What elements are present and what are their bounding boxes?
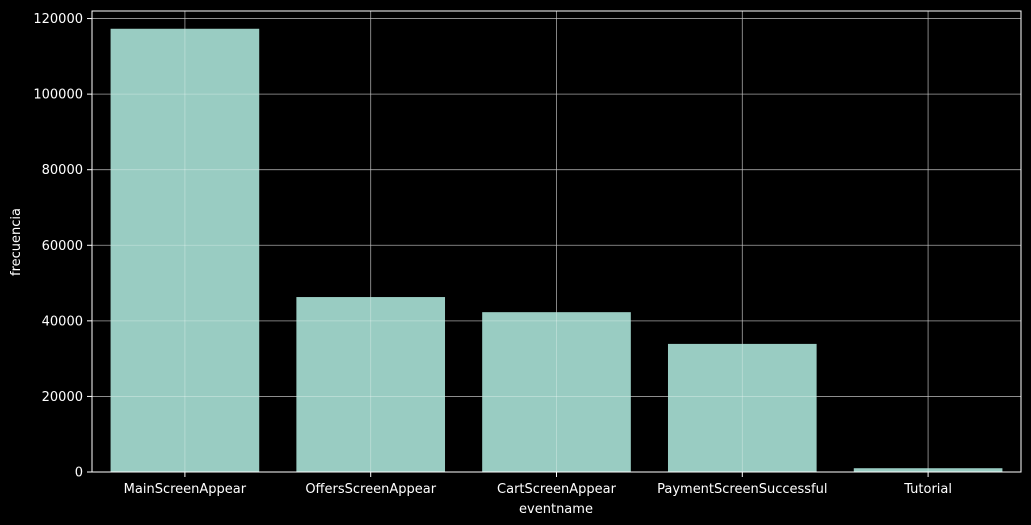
bar bbox=[110, 28, 260, 473]
y-tick-label: 60000 bbox=[42, 239, 83, 254]
y-tick-label: 20000 bbox=[42, 390, 83, 405]
x-tick-label: Tutorial bbox=[903, 482, 952, 497]
y-tick-label: 40000 bbox=[42, 314, 83, 329]
y-tick-label: 120000 bbox=[33, 12, 83, 27]
y-tick-label: 80000 bbox=[42, 163, 83, 178]
x-tick-label: OffersScreenAppear bbox=[305, 482, 436, 497]
bars bbox=[110, 28, 1003, 473]
x-tick-label: CartScreenAppear bbox=[497, 482, 617, 497]
bar bbox=[667, 343, 817, 472]
x-tick-label: PaymentScreenSuccessful bbox=[657, 482, 827, 497]
grid-lines-over-bars bbox=[92, 11, 1021, 473]
x-axis-title: eventname bbox=[519, 502, 593, 517]
bar bbox=[296, 297, 446, 472]
y-tick-label: 100000 bbox=[33, 88, 83, 103]
y-tick-label: 0 bbox=[75, 466, 83, 481]
y-axis-title: frecuencia bbox=[9, 208, 24, 276]
bar bbox=[853, 468, 1003, 472]
x-tick-label: MainScreenAppear bbox=[124, 482, 247, 497]
bar bbox=[482, 312, 631, 472]
x-axis-ticks: MainScreenAppear OffersScreenAppear CartSc… bbox=[124, 472, 952, 497]
y-axis-ticks: 0 20000 40000 60000 80000 100000 120000 bbox=[33, 12, 92, 481]
